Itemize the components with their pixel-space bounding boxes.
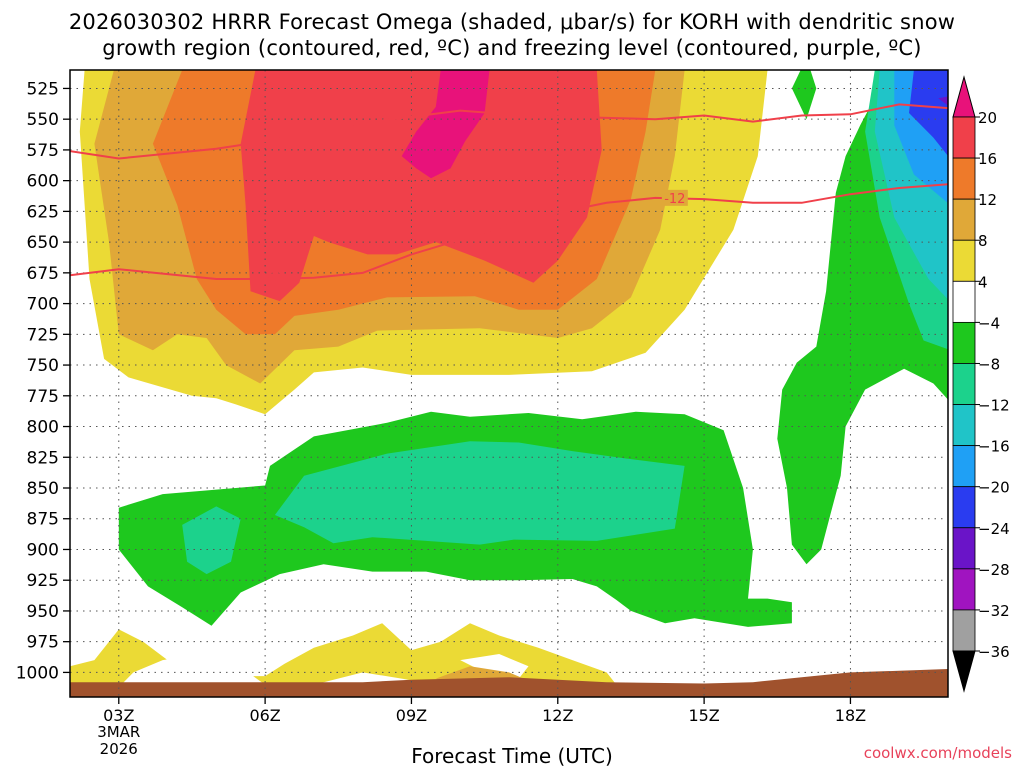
omega-region-20 bbox=[401, 70, 490, 179]
y-tick-label: 625 bbox=[27, 202, 59, 222]
colorbar-label: 16 bbox=[978, 150, 997, 168]
colorbar-band bbox=[952, 609, 976, 652]
grid-layer bbox=[70, 70, 948, 697]
x-tick-label: 12Z bbox=[542, 706, 573, 725]
y-tick-label: 850 bbox=[27, 479, 59, 499]
colorbar-max-arrow bbox=[952, 75, 976, 118]
y-tick-label: 800 bbox=[27, 418, 59, 438]
omega-region--20 bbox=[909, 70, 948, 157]
colorbar-label: −28 bbox=[978, 561, 1010, 579]
colorbar-band bbox=[952, 239, 976, 282]
colorbar-label: −4 bbox=[978, 314, 1000, 332]
y-tick-label: 600 bbox=[27, 172, 59, 192]
y-tick-label: 1000 bbox=[16, 663, 59, 683]
colorbar-label: 8 bbox=[978, 232, 988, 250]
colorbar-band bbox=[952, 568, 976, 611]
x-tick-date-label: 2026 bbox=[100, 740, 138, 758]
y-tick-label: 700 bbox=[27, 295, 59, 315]
colorbar-band bbox=[952, 445, 976, 488]
contour-label-bg bbox=[661, 189, 688, 206]
y-tick-label: 775 bbox=[27, 387, 59, 407]
y-tick-label: 550 bbox=[27, 110, 59, 130]
contour-label: -12 bbox=[264, 271, 285, 286]
y-tick-label: 900 bbox=[27, 540, 59, 560]
x-axis-label: Forecast Time (UTC) bbox=[411, 744, 613, 768]
omega-fill-layer bbox=[70, 70, 948, 697]
colorbar-band bbox=[952, 321, 976, 364]
colorbar-band bbox=[952, 157, 976, 200]
omega-region--8 bbox=[182, 506, 241, 575]
y-tick-label: 925 bbox=[27, 571, 59, 591]
plot-frame bbox=[69, 69, 949, 698]
y-tick-label: 525 bbox=[27, 79, 59, 99]
contour-label: -12 bbox=[664, 192, 685, 207]
x-tick-label: 18Z bbox=[835, 706, 866, 725]
colorbar-band bbox=[952, 486, 976, 529]
omega-neutral-pocket bbox=[460, 654, 529, 679]
omega-region--24 bbox=[938, 96, 948, 106]
colorbar-band bbox=[952, 116, 976, 159]
x-tick-label: 06Z bbox=[249, 706, 280, 725]
x-tick-date-label: 3MAR bbox=[97, 723, 140, 741]
colorbar-label: −24 bbox=[978, 520, 1010, 538]
colorbar-min-arrow bbox=[952, 650, 976, 693]
y-tick-label: 725 bbox=[27, 325, 59, 345]
y-tick-label: 950 bbox=[27, 602, 59, 622]
y-tick-label: 975 bbox=[27, 633, 59, 653]
colorbar-label: 4 bbox=[978, 273, 988, 291]
chart-title-line2: growth region (contoured, red, ºC) and f… bbox=[102, 36, 922, 60]
dendritic-contour-line bbox=[70, 183, 948, 280]
colorbar-label: −12 bbox=[978, 397, 1010, 415]
x-tick-label: 03Z bbox=[103, 706, 134, 725]
axis-layer: 525 550 575 600 625 650 675 700 725 750 775 800 825 8… bbox=[16, 79, 866, 758]
colorbar-band bbox=[952, 404, 976, 447]
dendritic-contour-layer: -12 -12 bbox=[70, 103, 948, 286]
dendritic-contour-line bbox=[70, 103, 948, 160]
colorbar-band bbox=[952, 363, 976, 405]
colorbar-label: 20 bbox=[978, 109, 997, 127]
y-tick-label: 575 bbox=[27, 141, 59, 161]
colorbar-label: −36 bbox=[978, 643, 1010, 661]
omega-region--8 bbox=[274, 441, 685, 545]
colorbar-label: 12 bbox=[978, 191, 997, 209]
colorbar-band bbox=[952, 527, 976, 570]
source-credit[interactable]: coolwx.com/models bbox=[863, 744, 1012, 762]
colorbar-band bbox=[952, 198, 976, 241]
colorbar-band bbox=[952, 280, 976, 323]
y-tick-label: 650 bbox=[27, 233, 59, 253]
omega-region--4 bbox=[791, 70, 817, 120]
colorbar-label: −8 bbox=[978, 355, 1000, 373]
y-tick-label: 825 bbox=[27, 448, 59, 468]
x-tick-label: 09Z bbox=[396, 706, 427, 725]
y-tick-label: 675 bbox=[27, 264, 59, 284]
colorbar: 20 16 12 8 4 −4 −8 −12 −16 −20 −24 −28 −32 −36 bbox=[952, 75, 1010, 693]
x-tick-label: 15Z bbox=[688, 706, 719, 725]
terrain-surface bbox=[70, 669, 948, 697]
colorbar-label: −16 bbox=[978, 438, 1010, 456]
colorbar-label: −32 bbox=[978, 602, 1010, 620]
y-tick-label: 875 bbox=[27, 510, 59, 530]
y-tick-label: 750 bbox=[27, 356, 59, 376]
colorbar-label: −20 bbox=[978, 479, 1010, 497]
chart-title-line1: 2026030302 HRRR Forecast Omega (shaded, … bbox=[68, 10, 956, 34]
